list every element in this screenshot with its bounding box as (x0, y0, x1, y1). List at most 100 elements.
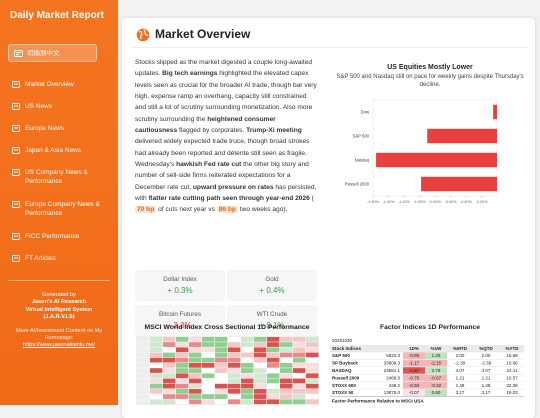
chart: -1.60% -1.40% -1.20% -1.00% -0.80% -0.60% -0.4… (345, 99, 498, 204)
divider (132, 47, 527, 48)
text: two weeks ago). (237, 206, 288, 214)
heatmap-cell (189, 389, 202, 394)
table-cell: 33609.3 (384, 361, 401, 366)
heatmap-cell (228, 352, 241, 358)
heatmap-cell (163, 394, 176, 399)
heatmap-cell (267, 373, 280, 379)
heatmap-cell (280, 389, 293, 394)
nav-item[interactable]: Market Overview (12, 80, 112, 89)
heatmap-cell (215, 342, 228, 347)
heatmap-cell (280, 394, 293, 399)
nav-item[interactable]: Europe Company News & Performance (12, 200, 112, 218)
table-cell: 10.57 (506, 375, 518, 380)
nav-icon-shape (14, 203, 18, 205)
cell-bg (403, 352, 425, 359)
nav-item[interactable]: US Company News & Performance (12, 168, 112, 186)
language-button[interactable]: 切換到中文 (8, 44, 97, 62)
heatmap-cell (189, 378, 202, 384)
heatmap-cell (202, 363, 215, 368)
heatmap-cell (176, 357, 189, 363)
table-cell: 13875.0 (384, 390, 401, 395)
heatmap-cell (176, 368, 189, 373)
table-cell: STOXX 600 (332, 383, 356, 388)
nav-label: Japan & Asia News (25, 147, 82, 154)
heatmap-cell (293, 337, 306, 342)
section-heading: Market Overview (155, 27, 251, 41)
table-cell: 2.79 (432, 368, 441, 373)
heatmap-cell (163, 337, 176, 342)
nav-icon-shape (12, 103, 20, 110)
homepage-link[interactable]: https://www.jasonaitianlu.me/ (22, 342, 96, 349)
bold-text: heightened consumer cautiousness (135, 115, 276, 135)
heatmap-cell (137, 373, 150, 379)
heatmap-cell (150, 363, 163, 368)
table-title: Factor Indices 1D Performance (379, 324, 481, 331)
nav-label: US News (25, 103, 53, 110)
table-cell: -0.67 (431, 375, 442, 380)
nav-icon (12, 103, 20, 110)
table-cell: 10.66 (506, 361, 518, 366)
heatmap-cell (306, 383, 319, 389)
heatmap (136, 336, 319, 405)
nav-item[interactable]: US News (12, 102, 112, 111)
heatmap-cell (202, 373, 215, 379)
column-header: %YTD (505, 346, 519, 351)
heatmap-cell (202, 399, 215, 405)
highlight: 70 bp (135, 206, 157, 214)
heatmap-cell (176, 352, 189, 358)
heatmap-cell (293, 383, 306, 389)
nav-item[interactable]: Japan & Asia News (12, 146, 112, 155)
heatmap-cell (306, 373, 319, 379)
heatmap-cell (306, 363, 319, 368)
heatmap-cell (254, 373, 267, 379)
heatmap-cell (280, 347, 293, 353)
nav-icon-shape (14, 105, 18, 107)
footer-text: Jason's AI Research (31, 299, 87, 306)
indicator-card: Bitcoin Futures - 3.3% (135, 305, 225, 336)
nav-item[interactable]: FICC Performance (12, 232, 112, 241)
heatmap-cell (228, 342, 241, 347)
text: delivered widely expected trade truce, t… (135, 138, 310, 169)
x-tick-label: -0.20% (475, 200, 488, 204)
heatmap-cell (293, 399, 306, 405)
heatmap-cell (280, 368, 293, 373)
header-bg (330, 345, 524, 352)
table-cell: 6822.3 (386, 353, 400, 358)
heatmap-cell (137, 342, 150, 347)
table-cell: -1.57 (409, 368, 420, 373)
heatmap-cell (241, 383, 254, 389)
nav-item[interactable]: FT Articles (12, 254, 112, 263)
nav-icon (12, 81, 20, 88)
heatmap-cell (293, 378, 306, 384)
heatmap-cell (137, 337, 150, 342)
heatmap-cell (241, 394, 254, 399)
indicator-card: Dollar Index + 0.3% (135, 270, 225, 301)
heatmap-cell (254, 347, 267, 353)
heatmap-cell (176, 378, 189, 384)
heatmap-cell (280, 357, 293, 363)
cell-bg (425, 382, 447, 389)
bar (427, 128, 497, 144)
heatmap-cell (241, 363, 254, 368)
table-cell: 1.48 (482, 383, 491, 388)
heatmap-cell (176, 347, 189, 353)
nav-item[interactable]: Europe News (12, 124, 112, 133)
heatmap-cell (150, 347, 163, 353)
indicator-value: + 0.3% (167, 286, 193, 295)
heatmap-cell (293, 373, 306, 379)
table-cell: 0.60 (432, 390, 441, 395)
heatmap-cell (202, 389, 215, 394)
heatmap-cell (202, 378, 215, 384)
table-cell: -0.76 (409, 375, 420, 380)
heatmap-cell (189, 352, 202, 358)
heatmap-cell (254, 394, 267, 399)
heatmap-cell (215, 373, 228, 379)
heatmap-cell (215, 383, 228, 389)
footer-text: Generated by (42, 292, 76, 298)
nav-label: Europe News (25, 125, 65, 132)
heatmap-cell (137, 389, 150, 394)
nav-label: US Company News & Performance (25, 169, 88, 185)
heatmap-cell (137, 347, 150, 353)
heatmap-cell (163, 373, 176, 379)
heatmap-cell (163, 383, 176, 389)
